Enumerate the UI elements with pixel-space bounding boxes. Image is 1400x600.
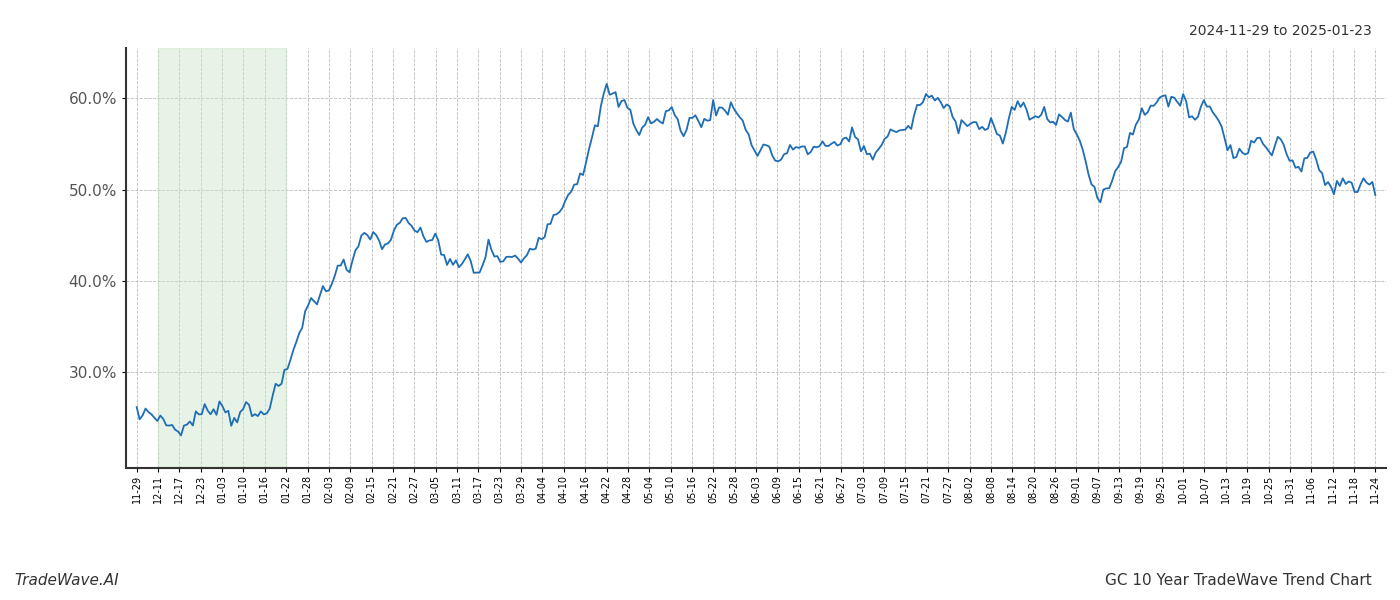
Text: 2024-11-29 to 2025-01-23: 2024-11-29 to 2025-01-23 [1189,24,1372,38]
Text: TradeWave.AI: TradeWave.AI [14,573,119,588]
Bar [158,48,286,468]
Text: GC 10 Year TradeWave Trend Chart: GC 10 Year TradeWave Trend Chart [1105,573,1372,588]
